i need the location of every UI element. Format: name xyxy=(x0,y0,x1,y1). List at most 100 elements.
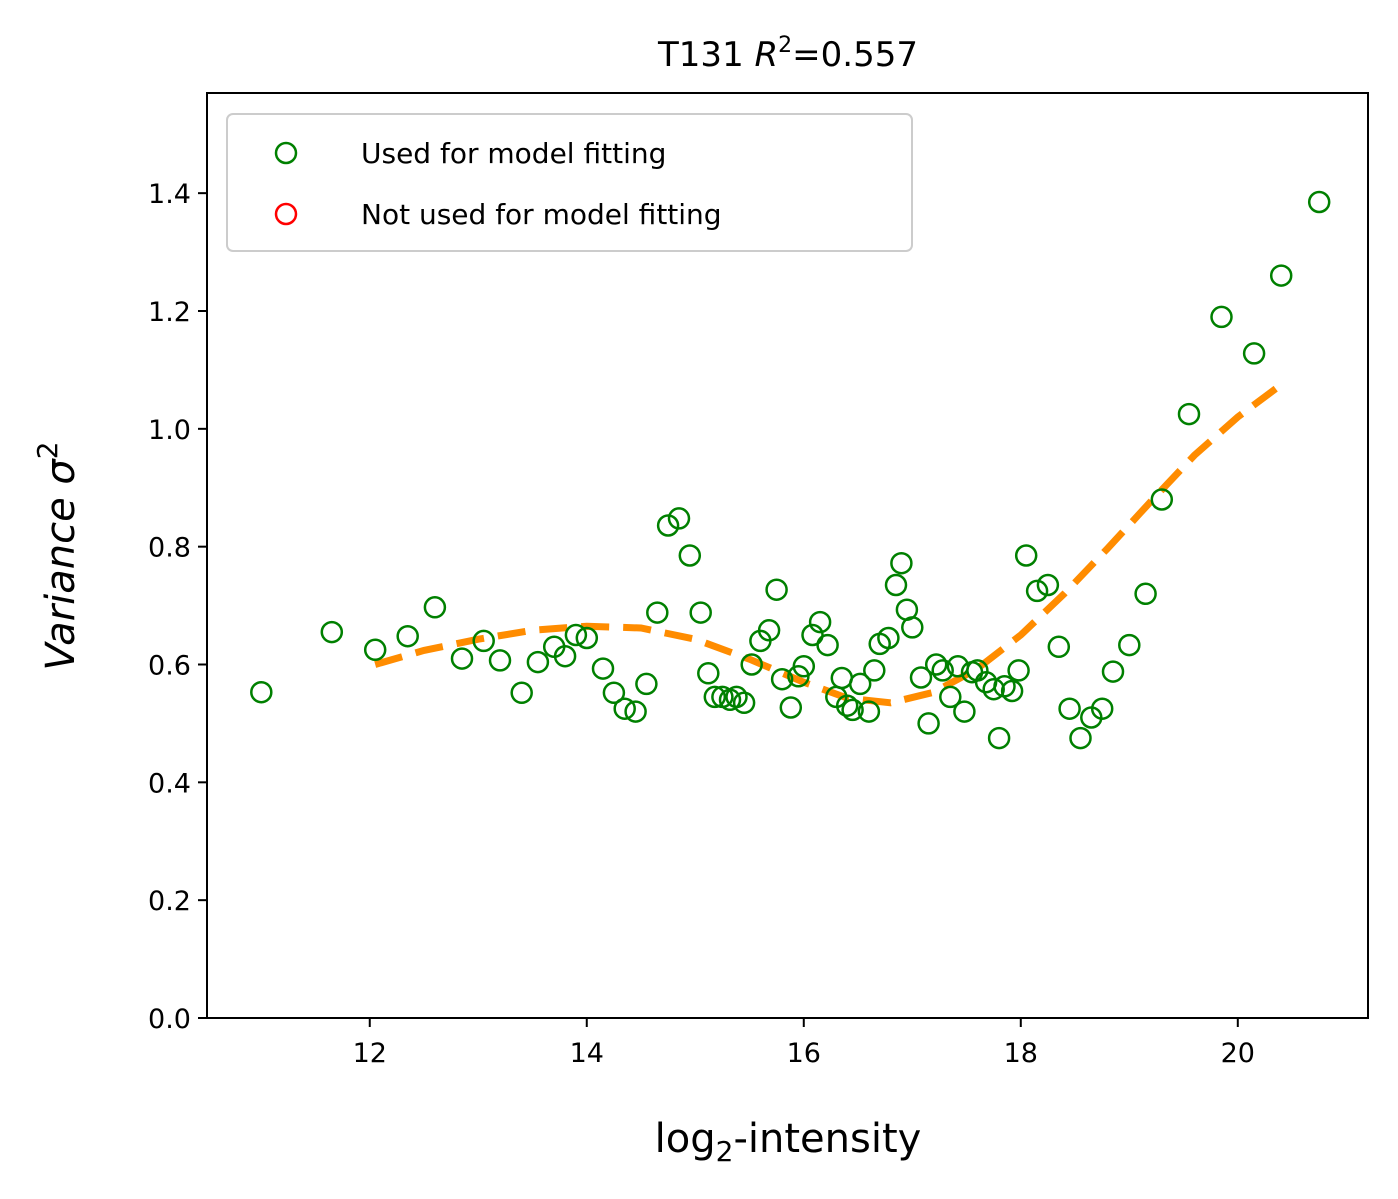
scatter-point-used xyxy=(1134,582,1157,606)
scatter-point-used xyxy=(1210,305,1233,329)
scatter-point-used xyxy=(1007,659,1030,682)
xlabel-sub: 2 xyxy=(716,1135,734,1168)
scatter-point-used xyxy=(1242,342,1266,365)
scatter-point-used xyxy=(363,638,387,662)
scatter-point-used xyxy=(909,666,933,689)
scatter-point-used xyxy=(678,544,702,567)
scatter-point-used xyxy=(1000,679,1024,703)
y-tick-label: 0.0 xyxy=(148,1004,191,1035)
scatter-point-used xyxy=(792,655,816,678)
scatter-point-used xyxy=(732,691,756,715)
scatter-point-used xyxy=(635,672,658,696)
legend-box xyxy=(226,113,913,252)
scatter-point-used xyxy=(725,685,748,709)
scatter-point-used xyxy=(526,650,550,674)
scatter-point-used xyxy=(689,601,712,624)
x-tick-label: 14 xyxy=(570,1038,604,1069)
scatter-point-used xyxy=(770,667,794,691)
scatter-point-used xyxy=(987,726,1011,750)
scatter-point-used xyxy=(848,672,872,696)
scatter-point-used xyxy=(450,647,474,670)
scatter-point-used xyxy=(575,626,599,650)
y-tick-label: 1.2 xyxy=(148,297,191,328)
title-prefix: T131 xyxy=(657,35,744,75)
plot-frame xyxy=(206,92,1369,1019)
scatter-point-used xyxy=(1150,488,1174,511)
scatter-point-used xyxy=(646,601,669,624)
legend-marker-used xyxy=(274,141,298,165)
ylabel-word: Variance xyxy=(38,497,84,670)
scatter-point-used xyxy=(917,712,940,735)
y-tick-label: 0.2 xyxy=(148,886,191,917)
y-tick-label: 0.8 xyxy=(148,533,191,564)
scatter-point-used xyxy=(697,662,720,685)
scatter-point-used xyxy=(830,666,854,690)
scatter-point-used xyxy=(884,573,908,597)
scatter-point-used xyxy=(656,514,680,537)
scatter-point-used xyxy=(1058,697,1081,720)
scatter-point-used xyxy=(808,610,832,634)
scatter-point-used xyxy=(953,700,976,723)
scatter-point-used xyxy=(703,685,727,709)
scatter-point-used xyxy=(901,616,924,639)
scatter-point-used xyxy=(1014,544,1038,567)
scatter-point-used xyxy=(250,680,273,704)
scatter-point-used xyxy=(591,657,615,680)
scatter-point-used xyxy=(924,653,948,676)
x-tick-label: 12 xyxy=(353,1038,387,1069)
scatter-point-used xyxy=(1307,190,1331,214)
axis-ticks: 12 14 16 18 20 0.0 0.2 0.4 0.6 0.8 1.0 1.2 1.4 xyxy=(148,179,1255,1069)
scatter-point-used xyxy=(472,629,495,653)
scatter-point-used xyxy=(1047,635,1071,659)
scatter-point-used xyxy=(877,626,900,650)
scatter-point-used xyxy=(553,644,577,668)
chart-title: T131 R2=0.557 xyxy=(657,33,918,75)
legend: Used for model fitting Not used for mode… xyxy=(226,113,913,252)
scatter-point-used xyxy=(816,633,839,657)
scatter-point-used xyxy=(1177,402,1201,426)
scatter-point-used xyxy=(740,653,763,676)
scatter-point-used xyxy=(1090,697,1114,720)
scatter-point-used xyxy=(510,681,533,705)
y-tick-label: 1.0 xyxy=(148,415,191,446)
x-tick-label: 18 xyxy=(1004,1038,1038,1069)
scatter-point-used xyxy=(624,700,647,723)
scatter-point-used xyxy=(1269,264,1293,287)
scatter-point-used xyxy=(765,578,788,601)
scatter-point-used xyxy=(890,551,913,575)
scatter-point-used xyxy=(863,659,886,682)
x-axis-label: log2-intensity xyxy=(655,1116,922,1168)
legend-label-used: Used for model fitting xyxy=(361,137,666,170)
scatter-point-used xyxy=(1118,633,1141,657)
title-value: =0.557 xyxy=(792,35,918,75)
scatter-point-used xyxy=(1036,573,1060,597)
ylabel-sup: 2 xyxy=(31,441,64,459)
scatter-point-used xyxy=(1069,726,1092,750)
x-tick-label: 20 xyxy=(1221,1038,1255,1069)
scatter-point-used xyxy=(757,619,781,642)
legend-label-not-used: Not used for model fitting xyxy=(361,198,722,231)
title-r-symbol: R xyxy=(755,35,779,75)
scatter-point-used xyxy=(613,697,636,720)
xlabel-base: log xyxy=(655,1116,716,1162)
scatter-point-used xyxy=(982,677,1005,701)
ylabel-symbol: σ xyxy=(38,458,84,485)
scatter-point-used xyxy=(801,623,824,647)
scatter-point-used xyxy=(841,698,864,722)
y-tick-label: 0.6 xyxy=(148,650,191,681)
scatter-point-used xyxy=(488,649,512,672)
scatter-point-used xyxy=(423,596,447,619)
scatter-point-used xyxy=(602,681,626,705)
scatter-point-used xyxy=(779,696,803,719)
plot-data xyxy=(250,190,1331,750)
y-tick-label: 1.4 xyxy=(148,179,191,210)
scatter-point-used xyxy=(857,700,881,723)
scatter-point-used xyxy=(667,507,691,530)
scatter-point-used xyxy=(835,694,859,717)
scatter-point-used xyxy=(564,623,588,647)
xlabel-rest: -intensity xyxy=(733,1116,921,1162)
scatter-point-used xyxy=(931,659,954,682)
scatter-point-used xyxy=(1101,660,1125,683)
y-tick-label: 0.4 xyxy=(148,768,191,799)
